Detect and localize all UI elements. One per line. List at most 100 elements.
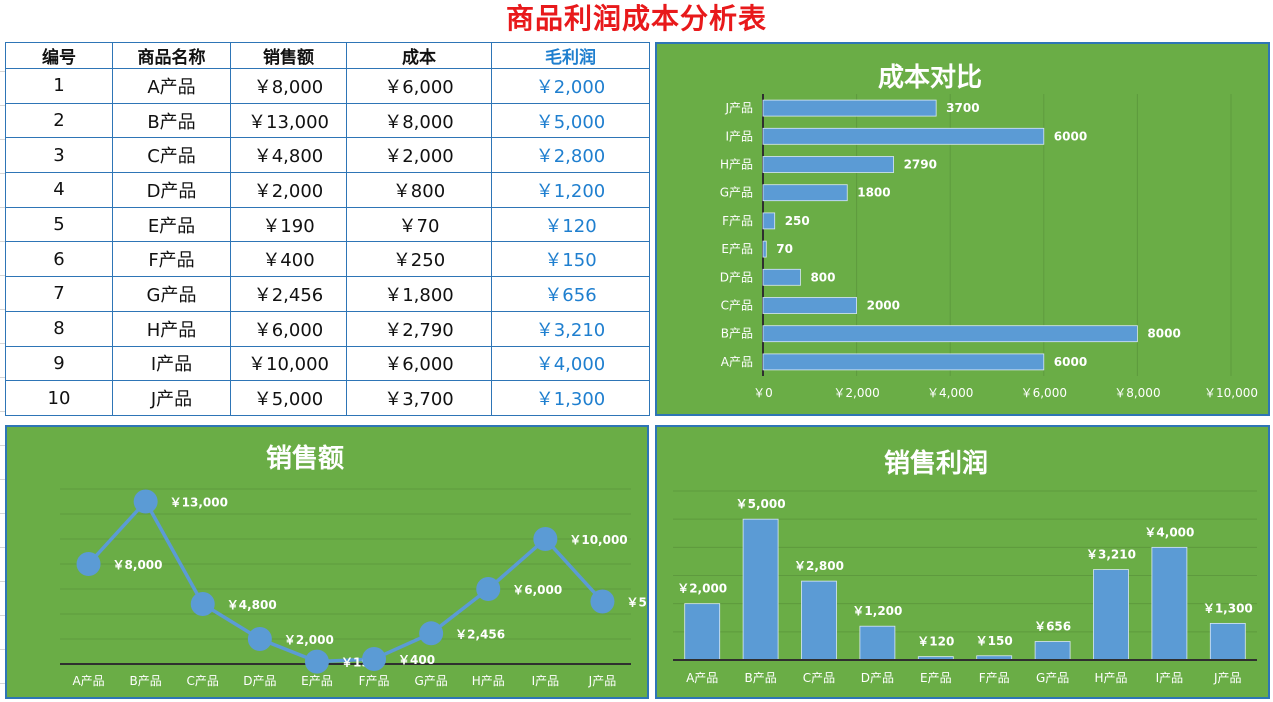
cell-id[interactable]: 3 [5, 137, 113, 174]
y-tick-label: C产品 [721, 299, 753, 313]
cell-sales[interactable]: ￥2,456 [230, 276, 347, 312]
cell-id[interactable]: 9 [5, 345, 113, 382]
data-point [476, 577, 501, 601]
cell-cost[interactable]: ￥250 [346, 241, 492, 278]
header-id[interactable]: 编号 [5, 42, 113, 69]
data-label: ￥5,000 [736, 497, 786, 511]
sales-line-chart[interactable]: 销售额 ￥8,000 A产品 ￥13,000 B产品 ￥4,800 C产品 ￥2,000 D产品… [5, 425, 649, 699]
cell-product[interactable]: F产品 [112, 241, 231, 278]
cell-id[interactable]: 10 [5, 380, 113, 416]
data-point [133, 489, 158, 514]
data-point [304, 649, 329, 674]
cell-product[interactable]: H产品 [112, 310, 231, 347]
cell-product[interactable]: G产品 [112, 276, 231, 312]
cell-sales[interactable]: ￥8,000 [230, 68, 347, 104]
cell-cost[interactable]: ￥8,000 [346, 102, 492, 139]
cell-id[interactable]: 8 [5, 310, 113, 347]
cell-cost[interactable]: ￥2,790 [346, 310, 492, 347]
x-tick-label: F产品 [979, 671, 1010, 685]
header-gross-profit[interactable]: 毛利润 [491, 42, 650, 69]
cell-id[interactable]: 2 [5, 102, 113, 139]
cell-id[interactable]: 6 [5, 241, 113, 278]
cell-profit[interactable]: ￥1,200 [491, 172, 650, 208]
cell-product[interactable]: J产品 [112, 380, 231, 416]
chart-title: 销售利润 [884, 448, 988, 479]
cell-sales[interactable]: ￥400 [230, 241, 347, 278]
cell-profit[interactable]: ￥2,800 [491, 137, 650, 174]
cell-sales[interactable]: ￥13,000 [230, 102, 347, 139]
cell-profit[interactable]: ￥2,000 [491, 68, 650, 104]
data-label: 3700 [946, 101, 979, 115]
cell-profit[interactable]: ￥120 [491, 206, 650, 243]
cell-product[interactable]: A产品 [112, 68, 231, 104]
cell-profit[interactable]: ￥4,000 [491, 345, 650, 382]
cell-id[interactable]: 1 [5, 68, 113, 104]
table-row: 10 J产品 ￥5,000 ￥3,700 ￥1,300 [5, 380, 650, 416]
bar [762, 99, 937, 117]
sales-chart-svg: 销售额 ￥8,000 A产品 ￥13,000 B产品 ￥4,800 C产品 ￥2,000 D产品… [60, 443, 647, 688]
data-label: ￥400 [398, 653, 435, 667]
y-tick-label: F产品 [722, 214, 753, 228]
bar [762, 184, 848, 202]
table-row: 6 F产品 ￥400 ￥250 ￥150 [5, 241, 650, 278]
cell-product[interactable]: D产品 [112, 172, 231, 208]
header-product-name[interactable]: 商品名称 [112, 42, 231, 69]
cell-sales[interactable]: ￥10,000 [230, 345, 347, 382]
data-label: 6000 [1054, 129, 1087, 143]
cell-profit[interactable]: ￥656 [491, 276, 650, 312]
bar [762, 240, 767, 258]
table-row: 5 E产品 ￥190 ￥70 ￥120 [5, 206, 650, 243]
data-label: ￥2,800 [794, 559, 844, 573]
cell-product[interactable]: C产品 [112, 137, 231, 174]
cell-cost[interactable]: ￥2,000 [346, 137, 492, 174]
cell-product[interactable]: I产品 [112, 345, 231, 382]
x-tick-label: B产品 [130, 674, 162, 688]
data-label: ￥1,200 [852, 604, 902, 618]
profit-bar-chart[interactable]: 销售利润 ￥2,000 A产品 ￥5,000 B产品 ￥2,800 C产品 ￥1,200 D产品… [655, 425, 1270, 699]
data-label: 2790 [904, 158, 937, 172]
cell-cost[interactable]: ￥3,700 [346, 380, 492, 416]
data-label: 6000 [1054, 355, 1087, 369]
cell-cost[interactable]: ￥800 [346, 172, 492, 208]
cell-profit[interactable]: ￥5,000 [491, 102, 650, 139]
data-label: ￥150 [976, 634, 1013, 648]
cell-profit[interactable]: ￥3,210 [491, 310, 650, 347]
cell-id[interactable]: 7 [5, 276, 113, 312]
table-header-row: 编号 商品名称 销售额 成本 毛利润 [5, 42, 650, 69]
bar [762, 268, 801, 286]
cell-product[interactable]: B产品 [112, 102, 231, 139]
bar [762, 127, 1045, 145]
data-label: 250 [785, 214, 810, 228]
cell-id[interactable]: 4 [5, 172, 113, 208]
x-tick-label: C产品 [803, 671, 835, 685]
x-tick-label: C产品 [187, 674, 219, 688]
chart-title: 销售额 [266, 443, 344, 474]
cell-cost[interactable]: ￥1,800 [346, 276, 492, 312]
cell-sales[interactable]: ￥2,000 [230, 172, 347, 208]
data-label: ￥3,210 [1086, 548, 1136, 562]
cell-cost[interactable]: ￥6,000 [346, 345, 492, 382]
data-point [76, 552, 101, 576]
header-sales[interactable]: 销售额 [230, 42, 347, 69]
x-tick-label: G产品 [414, 674, 447, 688]
cell-id[interactable]: 5 [5, 206, 113, 243]
cell-cost[interactable]: ￥6,000 [346, 68, 492, 104]
header-cost[interactable]: 成本 [346, 42, 492, 69]
cell-sales[interactable]: ￥190 [230, 206, 347, 243]
cell-sales[interactable]: ￥4,800 [230, 137, 347, 174]
y-tick-label: D产品 [720, 270, 753, 284]
cell-profit[interactable]: ￥1,300 [491, 380, 650, 416]
cell-profit[interactable]: ￥150 [491, 241, 650, 278]
cell-product[interactable]: E产品 [112, 206, 231, 243]
y-tick-label: E产品 [721, 242, 753, 256]
cell-sales[interactable]: ￥5,000 [230, 380, 347, 416]
cell-sales[interactable]: ￥6,000 [230, 310, 347, 347]
data-label: ￥4,000 [1144, 525, 1194, 539]
data-label: ￥13,000 [170, 496, 228, 510]
data-label: ￥8,000 [113, 558, 163, 572]
cost-comparison-chart[interactable]: 成本对比 ￥0 ￥2,000 ￥4,000 ￥6,000 ￥8,000 ￥10,000 A产品… [655, 42, 1270, 416]
x-tick-label: E产品 [301, 674, 333, 688]
data-point [362, 647, 387, 671]
x-tick-label: H产品 [472, 674, 505, 688]
cell-cost[interactable]: ￥70 [346, 206, 492, 243]
